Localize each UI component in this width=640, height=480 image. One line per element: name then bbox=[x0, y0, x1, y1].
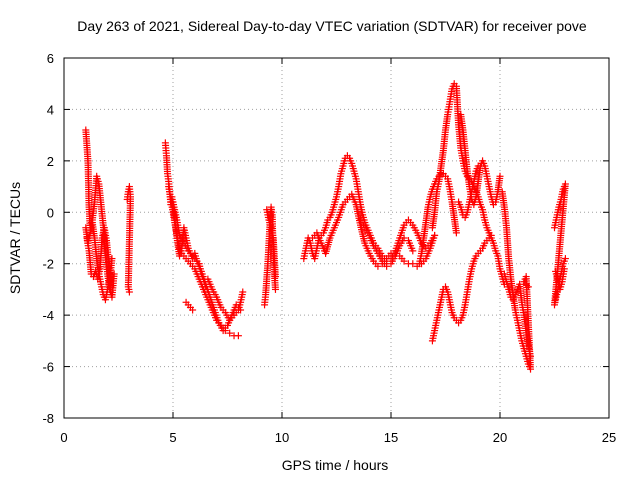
chart-title: Day 263 of 2021, Sidereal Day-to-day VTE… bbox=[77, 18, 587, 34]
data-point-marker bbox=[189, 306, 197, 314]
data-point-marker bbox=[108, 255, 116, 263]
y-tick-label: 6 bbox=[47, 51, 54, 66]
data-point-marker bbox=[496, 172, 504, 180]
x-axis-title: GPS time / hours bbox=[282, 457, 389, 473]
data-point-marker bbox=[400, 257, 408, 265]
data-point-marker bbox=[271, 273, 279, 281]
data-point-marker bbox=[487, 231, 495, 239]
y-tick-label: 2 bbox=[47, 154, 54, 169]
x-tick-label: 10 bbox=[275, 430, 289, 445]
y-tick-label: 4 bbox=[47, 102, 54, 117]
data-points bbox=[82, 80, 569, 373]
data-point-marker bbox=[560, 265, 568, 273]
x-tick-label: 0 bbox=[60, 430, 67, 445]
data-point-marker bbox=[125, 288, 133, 296]
data-point-marker bbox=[452, 229, 460, 237]
x-tick-label: 15 bbox=[384, 430, 398, 445]
y-tick-label: -2 bbox=[42, 257, 54, 272]
y-tick-label: -6 bbox=[42, 360, 54, 375]
data-point-marker bbox=[409, 260, 417, 268]
data-point-marker bbox=[561, 255, 569, 263]
grid-lines bbox=[64, 58, 609, 418]
data-point-marker bbox=[527, 352, 535, 360]
y-tick-label: -4 bbox=[42, 308, 54, 323]
x-tick-label: 5 bbox=[169, 430, 176, 445]
y-tick-label: -8 bbox=[42, 411, 54, 426]
y-axis-title: SDTVAR / TECUs bbox=[7, 182, 23, 294]
data-point-marker bbox=[409, 247, 417, 255]
plot-frame bbox=[63, 57, 610, 419]
data-point-marker bbox=[431, 231, 439, 239]
data-point-marker bbox=[271, 285, 279, 293]
data-point-marker bbox=[374, 262, 382, 270]
data-point-marker bbox=[400, 234, 408, 242]
data-point-marker bbox=[474, 162, 482, 170]
data-point-marker bbox=[226, 329, 234, 337]
y-tick-label: 0 bbox=[47, 205, 54, 220]
data-point-marker bbox=[524, 283, 532, 291]
x-tick-label: 25 bbox=[602, 430, 616, 445]
x-tick-label: 20 bbox=[493, 430, 507, 445]
data-point-marker bbox=[234, 332, 242, 340]
data-point-marker bbox=[383, 262, 391, 270]
data-point-marker bbox=[239, 288, 247, 296]
axis-ticks bbox=[63, 57, 610, 419]
tick-labels: 0 5 10 15 20 25 -8 -6 -4 -2 0 2 4 6 bbox=[42, 51, 616, 445]
